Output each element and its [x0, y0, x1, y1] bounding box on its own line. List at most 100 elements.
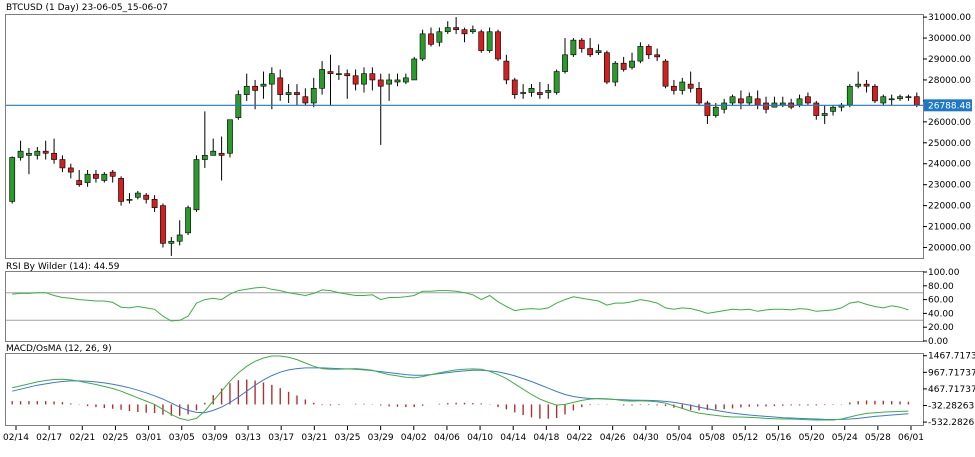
- candle: [369, 67, 376, 91]
- candle: [319, 61, 326, 95]
- macd-signal-line: [12, 367, 909, 421]
- candle: [17, 140, 24, 161]
- candle-body: [553, 71, 560, 93]
- candle-body: [503, 60, 510, 81]
- candle-body: [536, 92, 543, 95]
- candle: [629, 52, 635, 70]
- candle-body: [830, 106, 836, 112]
- candle: [469, 25, 476, 34]
- candle: [662, 58, 669, 89]
- candle-body: [805, 96, 811, 104]
- candle: [118, 176, 124, 206]
- macd-tick-label: 967.71737: [928, 368, 975, 378]
- candle: [788, 98, 795, 110]
- x-axis: 02/14 02/17 02/21 02/25 03/01 03/05 03/09 03/13…: [3, 426, 924, 443]
- x-tick-label: 03/21: [301, 433, 327, 443]
- candle-body: [687, 83, 694, 89]
- candle-body: [51, 152, 57, 160]
- candle-body: [352, 75, 359, 85]
- price-pane-frame: [5, 14, 924, 259]
- candle-body: [260, 83, 267, 87]
- x-tick-label: 03/01: [136, 433, 162, 443]
- candle-body: [888, 98, 895, 101]
- x-tick-label: 04/06: [434, 433, 460, 443]
- candle: [285, 84, 292, 103]
- candle-body: [897, 96, 903, 100]
- candle: [696, 82, 702, 106]
- price-tick-label: 31000.00: [928, 13, 971, 23]
- candle: [671, 79, 677, 95]
- candle-body: [160, 205, 166, 244]
- candle-body: [469, 29, 476, 33]
- candle-body: [201, 155, 208, 160]
- x-tick-label: 03/05: [169, 433, 195, 443]
- candle-body: [763, 102, 769, 110]
- candle-body: [143, 194, 150, 200]
- price-tick-label: 21000.00: [928, 223, 971, 233]
- candle-body: [67, 167, 74, 173]
- candle-body: [712, 106, 719, 116]
- price-tick-label: 24000.00: [928, 160, 971, 170]
- macd-tick-label: -532.28263: [928, 418, 975, 428]
- candle-body: [243, 85, 250, 95]
- candle-body: [511, 79, 518, 95]
- candle-body: [813, 102, 820, 116]
- rsi-tick-label: 60.00: [928, 296, 954, 306]
- candle: [59, 155, 66, 173]
- candle: [411, 56, 418, 81]
- rsi-line: [12, 286, 909, 322]
- candle-body: [671, 85, 677, 91]
- candle: [352, 69, 359, 91]
- candle: [201, 111, 208, 168]
- candle-body: [570, 39, 577, 56]
- candle-body: [704, 102, 711, 116]
- current-price-label: 26788.48: [928, 101, 971, 111]
- price-tick-label: 25000.00: [928, 139, 971, 149]
- candle-body: [603, 52, 610, 83]
- candle: [704, 100, 711, 124]
- x-tick-label: 05/12: [732, 433, 758, 443]
- candle: [294, 84, 300, 106]
- candle-body: [335, 73, 342, 75]
- x-tick-label: 04/26: [600, 433, 626, 443]
- candle-body: [872, 85, 878, 102]
- candle-body: [84, 173, 91, 183]
- candle: [520, 84, 527, 99]
- price-tick-label: 29000.00: [928, 55, 971, 65]
- candle-body: [679, 81, 686, 91]
- candle: [545, 84, 552, 99]
- x-tick-label: 03/13: [235, 433, 261, 443]
- candle-body: [520, 92, 527, 94]
- candle: [562, 38, 568, 74]
- candle-body: [185, 207, 191, 234]
- candle: [511, 77, 518, 99]
- candle: [386, 73, 393, 101]
- candle: [754, 90, 761, 110]
- candle-body: [436, 31, 443, 43]
- rsi-tick-label: 0.00: [928, 337, 948, 347]
- candle-body: [9, 157, 16, 202]
- candle-body: [738, 98, 744, 104]
- candle: [218, 136, 225, 181]
- candle-body: [545, 90, 552, 93]
- candle-body: [754, 98, 761, 106]
- candle: [679, 77, 686, 95]
- candle-body: [126, 199, 133, 201]
- candle: [26, 148, 32, 175]
- x-tick-label: 04/14: [500, 433, 526, 443]
- candle: [419, 29, 426, 62]
- candle-body: [913, 96, 920, 106]
- candle-body: [461, 29, 468, 35]
- candle-body: [302, 96, 309, 104]
- candle-body: [176, 234, 183, 242]
- candle: [193, 155, 200, 212]
- candle-body: [662, 60, 669, 87]
- candle: [310, 77, 317, 108]
- current-price-line: 26788.48: [6, 99, 972, 112]
- candle: [109, 170, 116, 183]
- candle: [327, 54, 334, 106]
- candle: [243, 73, 250, 101]
- candle-body: [402, 77, 409, 83]
- candle: [252, 79, 258, 110]
